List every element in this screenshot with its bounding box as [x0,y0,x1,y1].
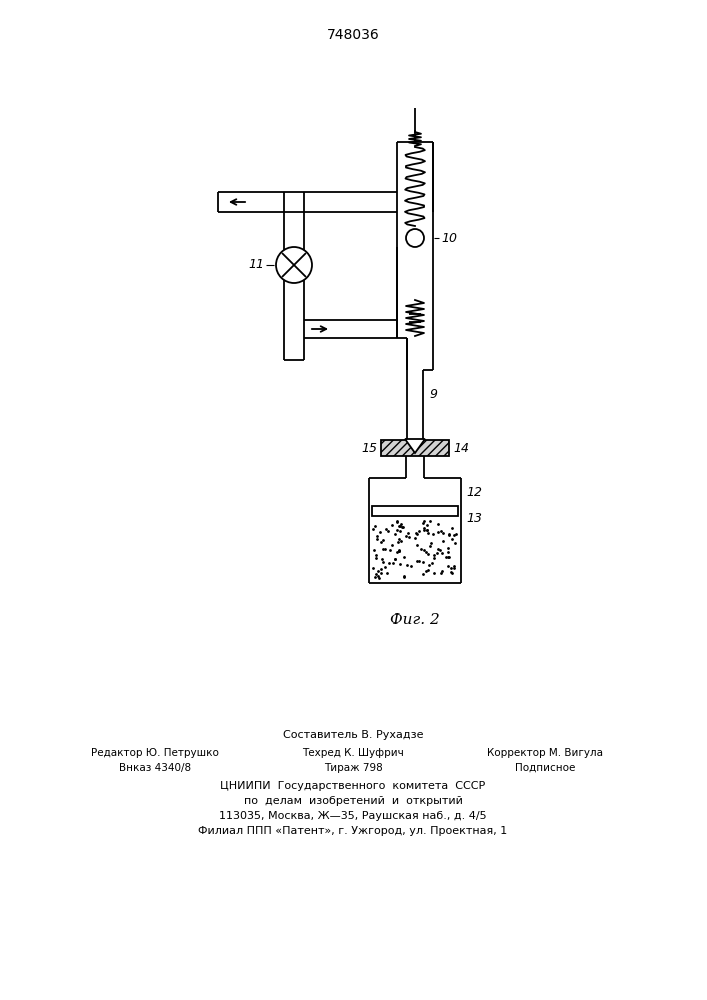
Bar [372,506,458,516]
Text: Фиг. 2: Фиг. 2 [390,613,440,627]
Text: Филиал ППП «Патент», г. Ужгород, ул. Проектная, 1: Филиал ППП «Патент», г. Ужгород, ул. Про… [199,826,508,836]
Text: 13: 13 [466,512,482,526]
Text: 11: 11 [248,258,264,271]
Text: 113035, Москва, Ж—35, Раушская наб., д. 4/5: 113035, Москва, Ж—35, Раушская наб., д. … [219,811,487,821]
Circle shape [276,247,312,283]
Text: Техред К. Шуфрич: Техред К. Шуфрич [302,748,404,758]
Text: 748036: 748036 [327,28,380,42]
Text: 15: 15 [361,442,377,454]
Text: по  делам  изобретений  и  открытий: по делам изобретений и открытий [244,796,462,806]
Text: 10: 10 [441,232,457,244]
Text: Составитель В. Рухадзе: Составитель В. Рухадзе [283,730,423,740]
Text: 12: 12 [466,486,482,498]
Text: Тираж 798: Тираж 798 [324,763,382,773]
Circle shape [406,229,424,247]
Text: 14: 14 [453,442,469,454]
Text: 9: 9 [429,388,437,401]
Bar [381,440,449,456]
Text: ЦНИИПИ  Государственного  комитета  СССР: ЦНИИПИ Государственного комитета СССР [221,781,486,791]
Text: Редактор Ю. Петрушко: Редактор Ю. Петрушко [91,748,219,758]
Text: Корректор М. Вигула: Корректор М. Вигула [487,748,603,758]
Text: Подписное: Подписное [515,763,575,773]
Text: Внказ 4340/8: Внказ 4340/8 [119,763,191,773]
Polygon shape [405,439,425,453]
